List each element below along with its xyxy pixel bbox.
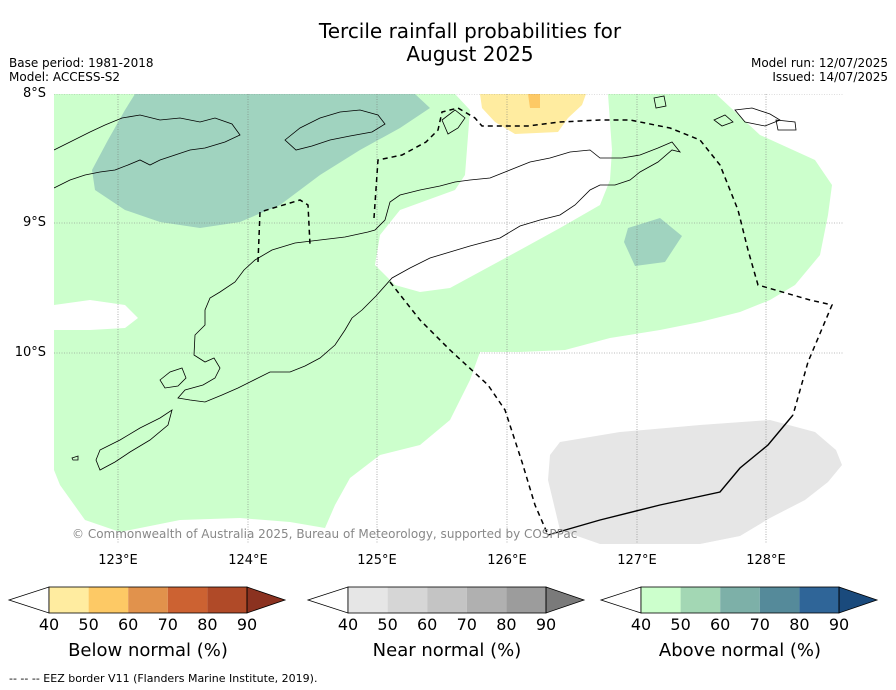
- below-normal-50-region: [528, 94, 540, 108]
- colorbars: [7, 586, 879, 614]
- islet-far-east-1: [734, 107, 781, 127]
- no-signal-region: [54, 300, 138, 330]
- above-normal-colorbar-segment: [720, 587, 760, 613]
- lat-label-8s: 8°S: [22, 86, 46, 101]
- below-normal-colorbar-segment: [167, 587, 208, 613]
- above-normal-colorbar-segment: [799, 587, 839, 613]
- base-period: Base period: 1981-2018: [9, 56, 154, 70]
- below-normal-colorbar-tick: 90: [236, 615, 258, 634]
- eez-border-solid: [547, 414, 794, 536]
- near-normal-colorbar-segment: [427, 587, 467, 613]
- lon-label-126e: 126°E: [487, 553, 527, 568]
- above-normal-colorbar-upper-extend: [838, 586, 879, 614]
- above-normal-50-region-north: [92, 94, 430, 228]
- above-normal-colorbar-tick: 50: [670, 615, 691, 634]
- above-normal-colorbar-tick: 40: [630, 615, 652, 634]
- eez-border-south: [389, 281, 549, 536]
- near-normal-40-region: [548, 420, 842, 544]
- below-normal-colorbar-outline: [48, 586, 248, 614]
- near-normal-colorbar-segment: [466, 587, 507, 613]
- above-normal-colorbar-tick: 70: [749, 615, 770, 634]
- islet-far-east-2: [775, 119, 797, 131]
- islet-far-east-3: [713, 114, 734, 127]
- timor-coast-north: [177, 141, 682, 403]
- above-normal-colorbar-lower-extend: [599, 586, 642, 614]
- lat-label-9s: 9°S: [22, 215, 46, 230]
- below-normal-colorbar-segment: [88, 587, 129, 613]
- lon-label-123e: 123°E: [98, 553, 138, 568]
- below-normal-colorbar-tick: 50: [78, 615, 99, 634]
- model-run: Model run: 12/07/2025: [750, 56, 888, 70]
- title-line-1: Tercile rainfall probabilities for: [318, 19, 622, 43]
- above-normal-colorbar-title: Above normal (%): [658, 640, 822, 661]
- lon-label-127e: 127°E: [617, 553, 657, 568]
- rote-island-coast: [159, 367, 187, 389]
- above-normal-colorbar-tick: 80: [789, 615, 810, 634]
- alor-coast: [284, 109, 386, 151]
- below-normal-colorbar-tick: 60: [118, 615, 139, 634]
- title-line-2: August 2025: [406, 42, 534, 66]
- above-normal-colorbar-outline: [640, 586, 840, 614]
- below-normal-colorbar-upper-extend: [246, 586, 287, 614]
- below-normal-colorbar-lower-extend: [7, 586, 50, 614]
- near-normal-colorbar-tick: 70: [456, 615, 477, 634]
- near-normal-colorbar-upper-extend: [545, 586, 586, 614]
- lon-label-124e: 124°E: [228, 553, 268, 568]
- near-normal-colorbar-title: Near normal (%): [372, 640, 522, 661]
- near-normal-colorbar-outline: [347, 586, 547, 614]
- wetar-coast: [441, 109, 466, 135]
- above-normal-50-region-east: [624, 218, 682, 266]
- small-islet-coast: [71, 455, 79, 461]
- above-normal-colorbar-segment: [680, 587, 721, 613]
- below-normal-colorbar-segment: [207, 587, 247, 613]
- flores-coast-west: [54, 114, 241, 189]
- eez-borders: [257, 107, 834, 536]
- meta-right: Model run: 12/07/2025 Issued: 14/07/2025: [751, 56, 888, 84]
- above-normal-colorbar-tick: 90: [828, 615, 850, 634]
- near-normal-colorbar-tick: 50: [377, 615, 398, 634]
- near-normal-colorbar-segment: [348, 587, 388, 613]
- eez-footnote: -- -- -- EEZ border V11 (Flanders Marine…: [9, 672, 318, 685]
- meta-left: Base period: 1981-2018 Model: ACCESS-S2: [9, 56, 154, 84]
- near-normal-colorbar-tick: 90: [535, 615, 557, 634]
- above-normal-colorbar-segment: [759, 587, 800, 613]
- lat-label-10s: 10°S: [14, 345, 46, 360]
- above-normal-colorbar-segment: [641, 587, 681, 613]
- map-title: Tercile rainfall probabilities for Augus…: [0, 20, 896, 66]
- below-normal-colorbar-segment: [49, 587, 89, 613]
- coastlines: [54, 95, 797, 471]
- lon-label-128e: 128°E: [746, 553, 786, 568]
- eez-border-central: [373, 107, 834, 416]
- eez-border-west: [257, 199, 311, 263]
- near-normal-colorbar-segment: [506, 587, 546, 613]
- near-normal-colorbar-tick: 40: [337, 615, 359, 634]
- below-normal-40-region: [480, 94, 586, 134]
- below-normal-colorbar-title: Below normal (%): [68, 640, 228, 661]
- model-name: Model: ACCESS-S2: [9, 70, 121, 84]
- below-normal-colorbar-segment: [128, 587, 168, 613]
- issued-date: Issued: 14/07/2025: [772, 70, 888, 84]
- near-normal-colorbar-segment: [387, 587, 428, 613]
- near-normal-colorbar-lower-extend: [306, 586, 349, 614]
- above-normal-colorbar-tick: 60: [710, 615, 731, 634]
- below-normal-colorbar-tick: 70: [157, 615, 178, 634]
- copyright-notice: © Commonwealth of Australia 2025, Bureau…: [72, 527, 578, 541]
- sawu-island-coast: [95, 409, 173, 471]
- near-normal-colorbar-tick: 60: [417, 615, 438, 634]
- islet-north-east: [653, 95, 667, 109]
- near-normal-colorbar-tick: 80: [496, 615, 517, 634]
- below-normal-colorbar-tick: 80: [197, 615, 218, 634]
- below-normal-colorbar-tick: 40: [38, 615, 60, 634]
- lon-label-125e: 125°E: [357, 553, 397, 568]
